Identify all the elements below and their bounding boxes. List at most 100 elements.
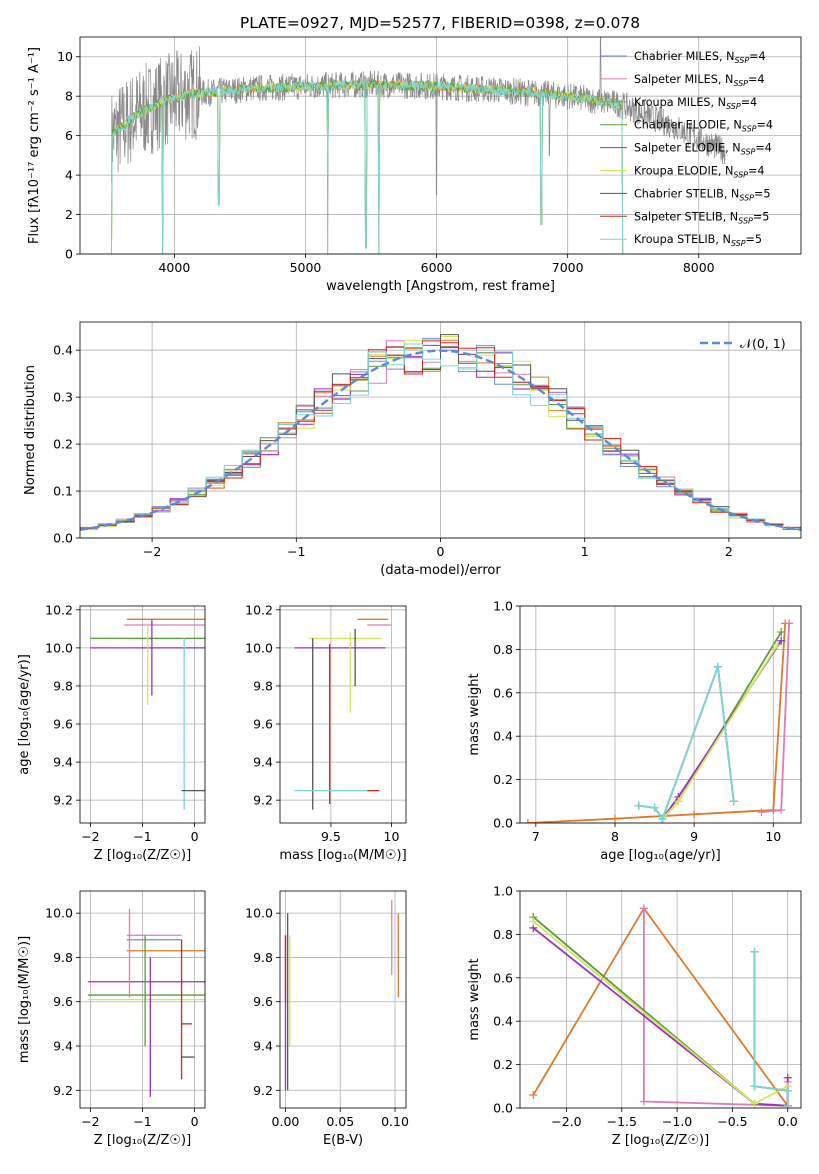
y-tick-label: 9.2 [53,793,73,808]
plot-area [87,908,205,1097]
plot-area [284,899,399,1091]
y-axis-label: mass [log₁₀(M/M☉)] [17,936,32,1063]
ticks: −2 −1 0 9.2 9.4 9.6 9.8 10.0 10.2 [45,602,198,844]
x-tick-label: 10 [765,829,781,844]
y-tick-label: 10.0 [245,640,273,655]
weight-marker [783,1073,792,1082]
weight-line-chabrier_elodie [661,631,782,820]
weight-marker [785,619,794,628]
y-axis-label: mass weight [467,673,482,755]
y-tick-label: 1.0 [493,599,513,614]
plot-frame [79,890,206,1109]
model-spectrum-kroupa_stelib [111,79,624,254]
weight-marker [658,814,667,823]
y-tick-label: 9.8 [53,678,73,693]
legend-entry: Kroupa STELIB, NSSP=5 [634,233,762,248]
weight-marker [674,797,683,806]
x-tick-label: 0.0 [778,1114,798,1129]
y-axis-label: Flux [fλ10⁻¹⁷ erg cm⁻² s⁻¹ A⁻¹] [27,47,42,244]
x-tick-label: −1.5 [607,1114,637,1129]
y-tick-label: 9.2 [253,793,273,808]
weight-marker [529,917,538,926]
x-tick-label: 0 [191,829,199,844]
y-tick-label: 0.2 [493,772,513,787]
residuals-panel: −2 −1 0 1 2 0.0 0.1 0.2 0.3 0.4 (data-model)/error… [23,321,802,578]
y-tick-label: 0.4 [493,1014,513,1029]
ticks: 7 8 9 10 0.0 0.2 0.4 0.6 0.8 1.0 [493,599,781,845]
x-tick-label: −2 [81,1114,99,1129]
x-tick-label: 5000 [290,260,322,275]
weight-marker [777,628,786,637]
y-tick-label: 0.0 [53,531,73,546]
plot-area [89,618,205,810]
ticks: 9.5 10 9.2 9.4 9.6 9.8 10.0 10.2 [245,602,399,844]
legend-entry: Kroupa MILES, NSSP=4 [634,96,757,111]
x-tick-label: 1 [581,544,589,559]
y-tick-label: 0.8 [493,927,513,942]
y-tick-label: 10.0 [45,640,73,655]
y-tick-label: 0.4 [53,343,73,358]
x-tick-label: −0.5 [717,1114,747,1129]
weight-marker [757,808,766,817]
y-axis-label: mass weight [467,958,482,1040]
x-axis-label: wavelength [Angstrom, rest frame] [326,279,555,294]
ticks: −2 −1 0 9.2 9.4 9.6 9.8 10.0 [45,906,198,1129]
weight-marker [634,801,643,810]
legend-entry: Salpeter ELODIE, NSSP=4 [634,142,772,157]
y-tick-label: 0.1 [53,484,73,499]
y-tick-label: 0.8 [493,642,513,657]
legend-entry: Salpeter MILES, NSSP=4 [634,73,765,88]
x-axis-label: Z [log₁₀(Z/Z☉)] [94,848,191,863]
x-tick-label: 7 [532,829,540,844]
weight-line-kroupa_miles [527,623,787,823]
age-vs-metallicity-panel: −2 −1 0 9.2 9.4 9.6 9.8 10.0 10.2 Z [log₁₀(Z/Z☉)]… [17,602,206,863]
x-tick-label: 2 [725,544,733,559]
legend: Chabrier MILES, NSSP=4 Salpeter MILES, NS… [600,50,773,248]
weight-marker [610,814,619,823]
weight-marker [777,636,786,645]
y-tick-label: 9.6 [253,994,273,1009]
x-tick-label: 0.05 [326,1114,354,1129]
weight-marker [783,1101,792,1108]
x-tick-label: 9.5 [321,829,341,844]
y-tick-label: 0.0 [493,816,513,831]
spectrum-title: PLATE=0927, MJD=52577, FIBERID=0398, z=0… [240,14,640,32]
mass-vs-metallicity-panel: −2 −1 0 9.2 9.4 9.6 9.8 10.0 Z [log₁₀(Z/Z☉)] mass… [17,890,206,1148]
y-tick-label: 9.4 [253,1039,273,1054]
plot-frame [279,605,407,824]
y-tick-label: 9.2 [53,1083,73,1098]
weight-line-chabrier_elodie [532,916,788,1107]
plot-frame [79,36,802,255]
y-axis-label: age [log₁₀(age/yr)] [17,654,32,775]
y-tick-label: 10.0 [45,906,73,921]
y-tick-label: 9.4 [53,755,73,770]
weight-marker [750,1099,759,1108]
y-tick-label: 9.4 [253,755,273,770]
x-tick-label: 6000 [421,260,453,275]
y-tick-label: 1.0 [493,884,513,899]
plot-area [294,618,392,810]
y-tick-label: 6 [65,128,73,143]
grid-lines [520,890,801,1109]
x-tick-label: 0 [191,1114,199,1129]
y-tick-label: 0.4 [493,729,513,744]
y-tick-label: 9.4 [53,1039,73,1054]
x-tick-label: −1 [133,1114,151,1129]
x-tick-label: 8 [611,829,619,844]
x-tick-label: −1 [287,544,305,559]
mass-weight-vs-age-panel: 7 8 9 10 0.0 0.2 0.4 0.6 0.8 1.0 age [log₁₀(age/yr… [467,599,802,863]
x-tick-label: 0 [437,544,445,559]
legend-entry: Salpeter STELIB, NSSP=5 [634,210,769,225]
plot-area [111,37,726,254]
weight-line-salpeter_elodie [532,927,789,1107]
weight-marker [639,1097,648,1106]
plot-area [523,619,794,823]
y-tick-label: 9.8 [53,950,73,965]
mass-weight-vs-metallicity-panel: −2.0 −1.5 −1.0 −0.5 0.0 0.0 0.2 0.4 0.6 0.8 1.0 Z [… [467,884,802,1148]
weight-marker [529,1090,538,1099]
y-tick-label: 0.2 [53,437,73,452]
y-tick-label: 4 [65,168,73,183]
x-tick-label: 7000 [552,260,584,275]
weight-line-kroupa_stelib [753,951,789,1106]
